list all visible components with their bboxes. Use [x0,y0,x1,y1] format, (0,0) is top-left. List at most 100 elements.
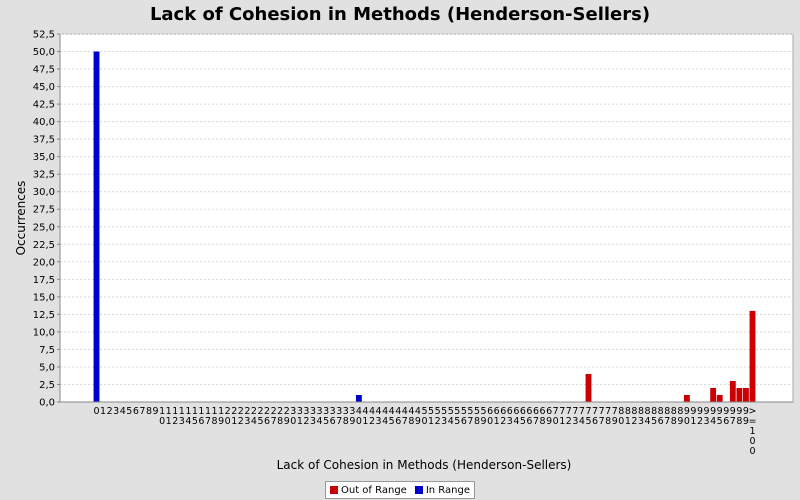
x-tick-label: 3 [704,416,710,427]
x-tick-label: 9 [481,416,487,427]
x-tick-label: 7 [592,406,598,417]
x-tick-label: 2 [107,406,113,417]
x-tick-label: 0 [553,416,559,427]
y-tick-label: 22,5 [33,240,55,251]
y-tick-label: 17,5 [33,275,55,286]
x-tick-label: 1 [690,416,696,427]
x-tick-label: 6 [526,416,532,427]
x-tick-label: 5 [428,406,434,417]
bar-out-of-range [710,387,717,402]
x-tick-label: 9 [415,416,421,427]
x-tick-label: 6 [526,406,532,417]
y-tick-label: 52,5 [33,30,55,41]
x-tick-label: 3 [507,416,513,427]
x-tick-label: 1 [166,406,172,417]
x-tick-label: 5 [389,416,395,427]
x-tick-label: 8 [638,406,644,417]
x-tick-label: 7 [572,406,578,417]
x-tick-label: 7 [730,416,736,427]
x-tick-label: 0 [356,416,362,427]
x-tick-label: 5 [454,416,460,427]
x-tick-label: 5 [461,406,467,417]
legend-label-in-range: In Range [425,484,470,496]
x-tick-label: 2 [369,416,375,427]
chart-title: Lack of Cohesion in Methods (Henderson-S… [149,4,651,25]
x-tick-label: 8 [671,406,677,417]
x-tick-label: 5 [474,406,480,417]
y-tick-label: 30,0 [33,187,55,198]
x-tick-label: 1 [297,416,303,427]
x-tick-label: 6 [723,416,729,427]
x-tick-label: 5 [441,406,447,417]
x-tick-label: 2 [238,406,244,417]
y-tick-label: 50,0 [33,47,55,58]
x-tick-label: 2 [172,416,178,427]
x-tick-label: 2 [284,406,290,417]
x-tick-label: 6 [133,406,139,417]
x-tick-label: 9 [684,406,690,417]
x-tick-label: 8 [343,416,349,427]
x-tick-label: 5 [467,406,473,417]
y-tick-label: 10,0 [33,327,55,338]
x-tick-label: 8 [658,406,664,417]
x-tick-label: 2 [231,406,237,417]
x-tick-label: 4 [120,406,126,417]
x-tick-label: 2 [435,416,441,427]
x-tick-label: 1 [192,406,198,417]
bar-out-of-range [736,387,743,402]
y-axis-ticks: 0,0 2,5 5,0 7,5 10,0 12,5 15,0 17,5 20,0 22,5 25,0… [33,30,60,409]
x-tick-label: 1 [362,416,368,427]
x-tick-label: 9 [284,416,290,427]
x-tick-label: 1 [559,416,565,427]
x-tick-label: 9 [743,406,749,417]
x-tick-label: 5 [520,416,526,427]
x-tick-label: 7 [533,416,539,427]
bar-out-of-range [716,394,723,402]
y-tick-label: 25,0 [33,222,55,233]
x-tick-label: 0 [93,406,99,417]
legend-swatch-out-of-range [330,486,338,494]
x-tick-label: 2 [271,406,277,417]
x-tick-label: 7 [599,406,605,417]
x-tick-label: 6 [461,416,467,427]
bar-out-of-range [743,387,749,402]
x-tick-label: 5 [448,406,454,417]
x-tick-label: 1 [172,406,178,417]
x-tick-label: 7 [271,416,277,427]
x-tick-label: 5 [585,416,591,427]
x-tick-label: 7 [205,416,211,427]
x-tick-label: 3 [349,406,355,417]
x-tick-label: 9 [690,406,696,417]
x-tick-label: 4 [395,406,401,417]
x-tick-label: 8 [677,406,683,417]
x-tick-label: 1 [100,406,106,417]
x-tick-label: 7 [579,406,585,417]
x-tick-label: 8 [618,406,624,417]
x-tick-label: 5 [717,416,723,427]
x-axis-ticks: 0 1 2 3 4 5 6 7 8 9 101112131415161718192021222324… [93,406,756,457]
x-tick-label: 2 [631,416,637,427]
x-tick-label: 7 [467,416,473,427]
x-tick-label: 3 [441,416,447,427]
x-tick-label: 3 [113,406,119,417]
x-tick-label: 1 [212,406,218,417]
x-tick-label: 6 [198,416,204,427]
x-tick-label: 2 [244,406,250,417]
x-tick-label: 2 [264,406,270,417]
y-tick-label: 0,0 [39,398,55,409]
y-tick-label: 47,5 [33,65,55,76]
legend: Out of Range In Range [325,481,475,499]
x-tick-label: 8 [671,416,677,427]
y-tick-label: 35,0 [33,152,55,163]
x-tick-label: 3 [330,406,336,417]
x-tick-label: 8 [736,416,742,427]
x-tick-label: 8 [625,406,631,417]
x-tick-label: 3 [297,406,303,417]
x-tick-label: 8 [408,416,414,427]
y-tick-label: 20,0 [33,257,55,268]
bars [93,51,756,403]
x-tick-label: 9 [723,406,729,417]
legend-label-out-of-range: Out of Range [341,484,407,496]
x-tick-label: 4 [317,416,323,427]
